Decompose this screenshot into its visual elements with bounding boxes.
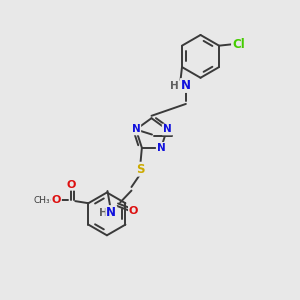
Text: O: O bbox=[129, 206, 138, 216]
Text: N: N bbox=[181, 79, 191, 92]
Text: N: N bbox=[106, 206, 116, 219]
Text: S: S bbox=[136, 163, 145, 176]
Text: N: N bbox=[132, 124, 140, 134]
Text: N: N bbox=[157, 143, 166, 153]
Text: O: O bbox=[52, 195, 61, 205]
Text: H: H bbox=[99, 208, 108, 218]
Text: O: O bbox=[66, 180, 76, 190]
Text: N: N bbox=[163, 124, 171, 134]
Text: H: H bbox=[169, 80, 178, 91]
Text: CH₃: CH₃ bbox=[34, 196, 50, 205]
Text: Cl: Cl bbox=[232, 38, 245, 51]
